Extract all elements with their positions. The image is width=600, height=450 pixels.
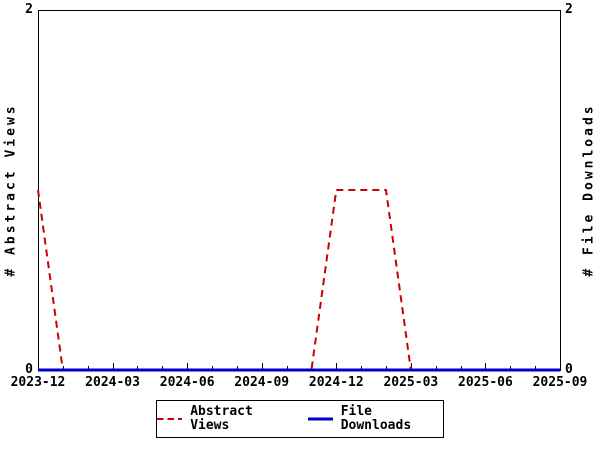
y-axis-left-top-tick-label: 2	[25, 2, 33, 17]
legend-item-file-downloads: File Downloads	[307, 404, 444, 433]
y-axis-left-bottom-tick-label: 0	[25, 362, 33, 377]
abstract-views-dashed-line-sample	[157, 418, 183, 420]
x-tick-label: 2025-09	[532, 375, 588, 390]
x-tick-label: 2024-03	[85, 375, 140, 390]
legend: Abstract Views File Downloads	[156, 400, 444, 438]
x-axis-tick-labels: 2023-12 2024-03 2024-06 2024-09 2024-12 2025-…	[0, 376, 600, 392]
x-tick-label: 2023-12	[10, 375, 66, 390]
legend-label-file-downloads: File Downloads	[340, 404, 412, 433]
x-tick-label: 2025-03	[383, 375, 439, 390]
x-tick-label: 2024-12	[308, 375, 364, 390]
legend-label-abstract-views: Abstract Views	[190, 404, 253, 433]
y-axis-right-title: # File Downloads	[581, 103, 597, 277]
x-tick-label: 2024-06	[159, 375, 215, 390]
series-line-abstract-views	[37, 189, 560, 371]
y-axis-left-title: # Abstract Views	[3, 103, 19, 277]
x-tick-label: 2024-09	[234, 375, 290, 390]
y-axis-right-top-tick-label: 2	[565, 2, 573, 17]
plot-border	[38, 10, 561, 371]
file-downloads-solid-line-sample	[307, 417, 333, 421]
y-axis-right-bottom-tick-label: 0	[565, 362, 573, 377]
legend-item-abstract-views: Abstract Views	[157, 405, 293, 433]
x-tick-label: 2025-06	[458, 375, 513, 390]
